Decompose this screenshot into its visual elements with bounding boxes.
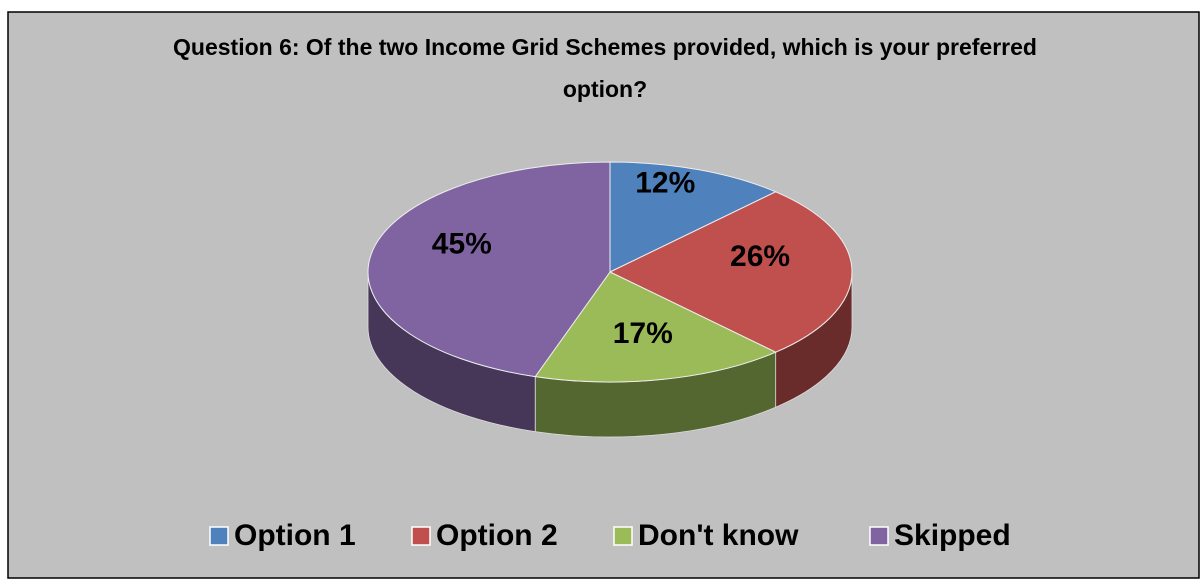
data-label: 45% bbox=[432, 228, 492, 261]
legend-swatch bbox=[411, 526, 431, 546]
legend-swatch bbox=[869, 526, 889, 546]
data-label: 17% bbox=[613, 317, 673, 350]
legend-label: Skipped bbox=[894, 519, 1011, 552]
pie-slice bbox=[367, 161, 611, 378]
legend-label: Don't know bbox=[638, 519, 799, 552]
pie-slice bbox=[534, 271, 777, 383]
chart-title: Question 6: Of the two Income Grid Schem… bbox=[173, 34, 1037, 102]
legend-label: Option 2 bbox=[436, 519, 558, 552]
legend-label: Option 1 bbox=[234, 519, 356, 552]
data-label: 26% bbox=[730, 240, 790, 273]
pie-slice bbox=[609, 161, 777, 273]
legend-swatch bbox=[209, 526, 229, 546]
title-box: Question 6: Of the two Income Grid Schem… bbox=[173, 34, 1037, 102]
data-label: 12% bbox=[635, 166, 695, 199]
pie-slice bbox=[608, 191, 853, 353]
legend-swatch bbox=[613, 526, 633, 546]
